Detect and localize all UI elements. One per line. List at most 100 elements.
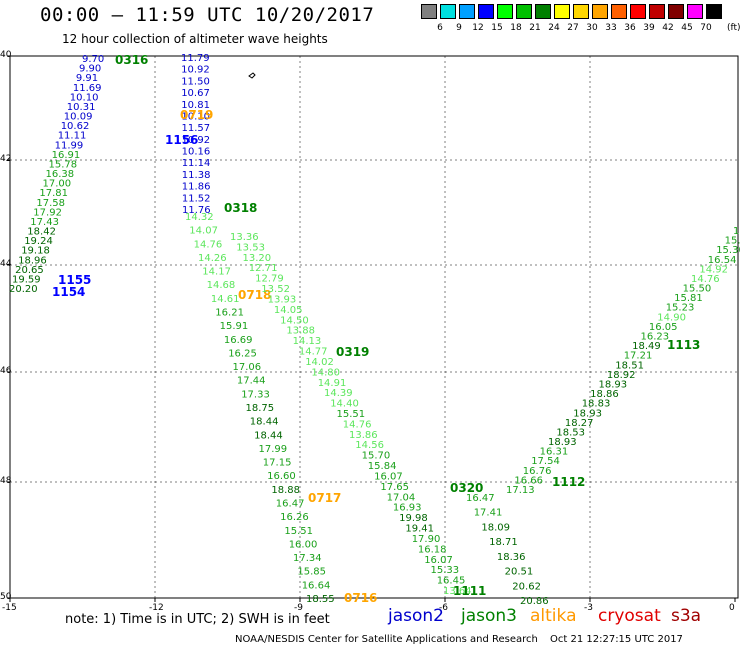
- swh-value: 16.91: [52, 150, 81, 161]
- swh-value: 17.33: [241, 389, 270, 400]
- swh-value: 14.05: [274, 305, 303, 316]
- swh-value: 16.18: [418, 544, 447, 555]
- swh-value: 10.09: [64, 112, 93, 123]
- swh-value: 10.67: [181, 88, 210, 99]
- legend-swatch: [459, 4, 475, 19]
- swh-value: 20.20: [9, 284, 38, 295]
- swh-value: 11.76: [182, 205, 211, 216]
- track-0316: 9.709.909.9111.6910.1010.3110.0910.6211.…: [9, 53, 148, 295]
- track-time-label: 0318: [224, 201, 257, 215]
- swh-value: 18.44: [254, 430, 283, 441]
- swh-value: 17.15: [263, 458, 292, 469]
- swh-value: 18.93: [599, 380, 628, 391]
- swh-value: 18.27: [565, 418, 594, 429]
- legend-swatch: [421, 4, 437, 19]
- swh-value: 16.38: [46, 169, 75, 180]
- track-1155: 11.7910.9211.5010.6710.8110.1011.5710.92…: [58, 53, 211, 287]
- swh-value: 10.81: [181, 100, 210, 111]
- swh-value: 15.81: [674, 293, 703, 304]
- swh-value: 18.42: [27, 227, 56, 238]
- swh-value: 15.85: [297, 567, 326, 578]
- swh-value: 10.92: [181, 65, 210, 76]
- swh-value: 16.00: [289, 539, 318, 550]
- legend-unit: (ft): [727, 23, 740, 33]
- track-time-label: 1111: [453, 584, 486, 598]
- swh-value: 15.30: [716, 245, 740, 256]
- swh-value: 14.76: [343, 419, 372, 430]
- swh-value: 16.47: [276, 499, 305, 510]
- swh-value: 20.62: [512, 581, 541, 592]
- swh-value: 15.33: [431, 565, 460, 576]
- page-subtitle: 12 hour collection of altimeter wave hei…: [62, 32, 328, 46]
- generated-timestamp: Oct 21 12:27:15 UTC 2017: [550, 634, 683, 645]
- swh-value: 9.91: [76, 73, 98, 84]
- swh-value: 16.64: [302, 580, 331, 591]
- swh-value: 15.23: [666, 303, 695, 314]
- legend-swatch: [630, 4, 646, 19]
- swh-value: 10.10: [70, 92, 99, 103]
- swh-value: 17.44: [237, 376, 266, 387]
- legend-label: 18: [510, 23, 522, 33]
- swh-value: 16.54: [708, 255, 737, 266]
- swh-value: 11.57: [182, 123, 211, 134]
- swh-value: 17.21: [624, 351, 653, 362]
- swh-value: 18.75: [246, 403, 275, 414]
- swh-value: 18.88: [271, 485, 300, 496]
- swh-value: 17.06: [233, 362, 262, 373]
- track-time-label: 0719: [180, 108, 213, 122]
- swh-value: 18.93: [548, 437, 577, 448]
- swh-value: 16.93: [393, 503, 422, 514]
- track-1112: 16.47 17.41 18.09 18.71 18.36 20.51 20.62 20.86…: [466, 226, 740, 607]
- swh-value: 19.18: [21, 246, 50, 257]
- legend-swatch: [535, 4, 551, 19]
- swh-value: 10.10: [181, 112, 210, 123]
- swh-value: 14.32: [185, 212, 214, 223]
- legend-swatch: [592, 4, 608, 19]
- lat-tick-label: 40: [0, 50, 12, 60]
- swh-value: 11.79: [181, 53, 210, 64]
- legend-label: 39: [643, 23, 655, 33]
- legend-label: 12: [472, 23, 484, 33]
- swh-value: 19.24: [24, 236, 53, 247]
- satellite-jason2: jason2: [388, 606, 444, 626]
- swh-value: 20.86: [520, 596, 549, 607]
- swh-value: 12.79: [255, 274, 284, 285]
- swh-value: 18.49: [632, 341, 661, 352]
- swh-value: 20.51: [505, 567, 534, 578]
- legend-swatch: [649, 4, 665, 19]
- legend-label: 21: [529, 23, 541, 33]
- track-0719: 0719: [180, 108, 213, 122]
- lat-tick-label: 48: [0, 476, 12, 486]
- swh-value: 14.90: [657, 312, 686, 323]
- swh-value: 14.61: [211, 294, 240, 305]
- swh-value: 15.51: [284, 526, 313, 537]
- swh-value: 15.50: [683, 284, 712, 295]
- swh-value: 17.13: [506, 485, 535, 496]
- swh-value: 15.51: [337, 409, 366, 420]
- swh-value: 14.56: [355, 440, 384, 451]
- swh-value: 11.69: [73, 83, 102, 94]
- legend-label: 33: [605, 23, 617, 33]
- satellite-cryosat: cryosat: [598, 606, 661, 626]
- legend-swatch: [687, 4, 703, 19]
- swh-value: 18.51: [615, 360, 644, 371]
- swh-value: 18.55: [306, 594, 335, 605]
- swh-value: 18.93: [573, 408, 602, 419]
- track-time-label: 1113: [667, 338, 700, 352]
- swh-value: 19.59: [12, 274, 41, 285]
- swh-value: 17.58: [36, 198, 65, 209]
- swh-value: 13.36: [230, 232, 259, 243]
- legend-swatch: [440, 4, 456, 19]
- swh-value: 17.92: [33, 207, 62, 218]
- lon-tick-label: -6: [439, 603, 448, 613]
- legend-label: 15: [491, 23, 503, 33]
- legend-swatch: [497, 4, 513, 19]
- swh-value: 14.80: [311, 367, 340, 378]
- swh-value: 18.96: [18, 255, 47, 266]
- track-time-label: 0319: [336, 345, 369, 359]
- track-time-label: 0718: [238, 288, 271, 302]
- track-time-label: 1154: [52, 285, 85, 299]
- swh-value: 16.1: [733, 226, 740, 237]
- swh-value: 12.71: [249, 263, 278, 274]
